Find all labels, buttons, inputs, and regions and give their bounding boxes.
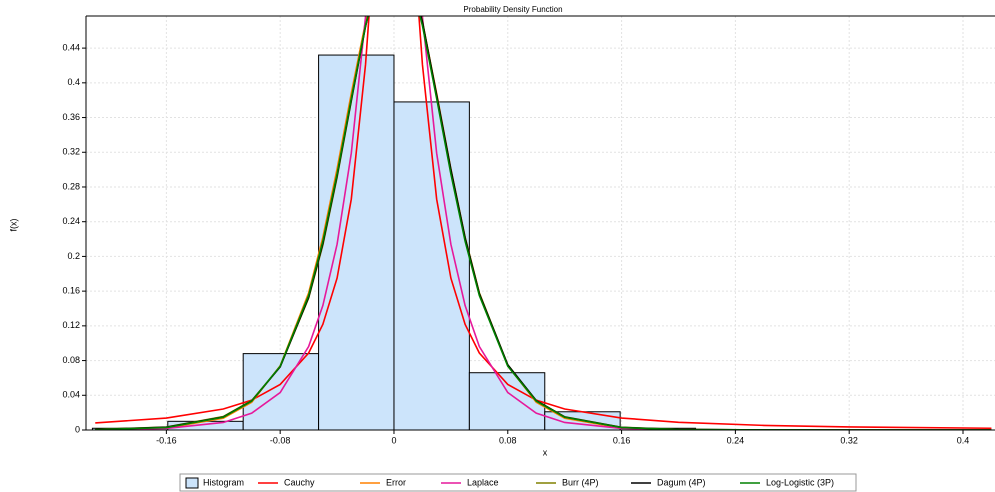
y-tick-label: 0.16	[62, 286, 80, 296]
legend-label: Burr (4P)	[562, 477, 599, 487]
y-tick-label: 0.4	[67, 77, 80, 87]
legend-label: Cauchy	[284, 477, 315, 487]
y-tick-label: 0.32	[62, 147, 80, 157]
chart-title: Probability Density Function	[463, 5, 562, 14]
y-tick-label: 0.28	[62, 181, 80, 191]
legend	[179, 473, 857, 492]
y-tick-label: 0.08	[62, 355, 80, 365]
legend-label: Log-Logistic (3P)	[766, 477, 834, 487]
y-tick-label: 0.12	[62, 320, 80, 330]
legend-label: Dagum (4P)	[657, 477, 706, 487]
y-tick-label: 0.04	[62, 390, 80, 400]
density-curve	[95, 16, 992, 430]
x-axis-label: x	[543, 447, 548, 457]
x-tick-label: 0	[391, 435, 396, 445]
legend-items: Histogram Cauchy Error Laplace Burr (4P) Dagu…	[185, 477, 834, 489]
legend-label: Laplace	[467, 477, 499, 487]
density-curve	[95, 16, 992, 430]
y-tick-label: 0.24	[62, 216, 80, 226]
histogram-layer	[91, 54, 697, 431]
density-curve	[95, 16, 992, 430]
x-tick-label: -0.16	[156, 435, 177, 445]
x-tick-label: 0.24	[727, 435, 745, 445]
x-tick-label: -0.08	[270, 435, 291, 445]
x-tick-label: 0.16	[613, 435, 631, 445]
x-tick-label: 0.32	[840, 435, 858, 445]
density-curve	[95, 16, 992, 430]
curve-layer	[95, 16, 992, 430]
x-tick-label: 0.4	[957, 435, 970, 445]
legend-label: Error	[386, 477, 406, 487]
density-curve	[95, 16, 992, 430]
histogram-bar	[318, 54, 395, 431]
y-tick-label: 0	[75, 424, 80, 434]
y-tick-label: 0.2	[67, 251, 80, 261]
y-axis-label: f(x)	[8, 219, 18, 232]
legend-label: Histogram	[203, 477, 244, 487]
x-tick-label: 0.08	[499, 435, 517, 445]
density-curve	[95, 16, 992, 430]
y-tick-label: 0.44	[62, 42, 80, 52]
y-tick-label: 0.36	[62, 112, 80, 122]
legend-swatch	[185, 477, 199, 489]
histogram-bar	[468, 372, 546, 431]
